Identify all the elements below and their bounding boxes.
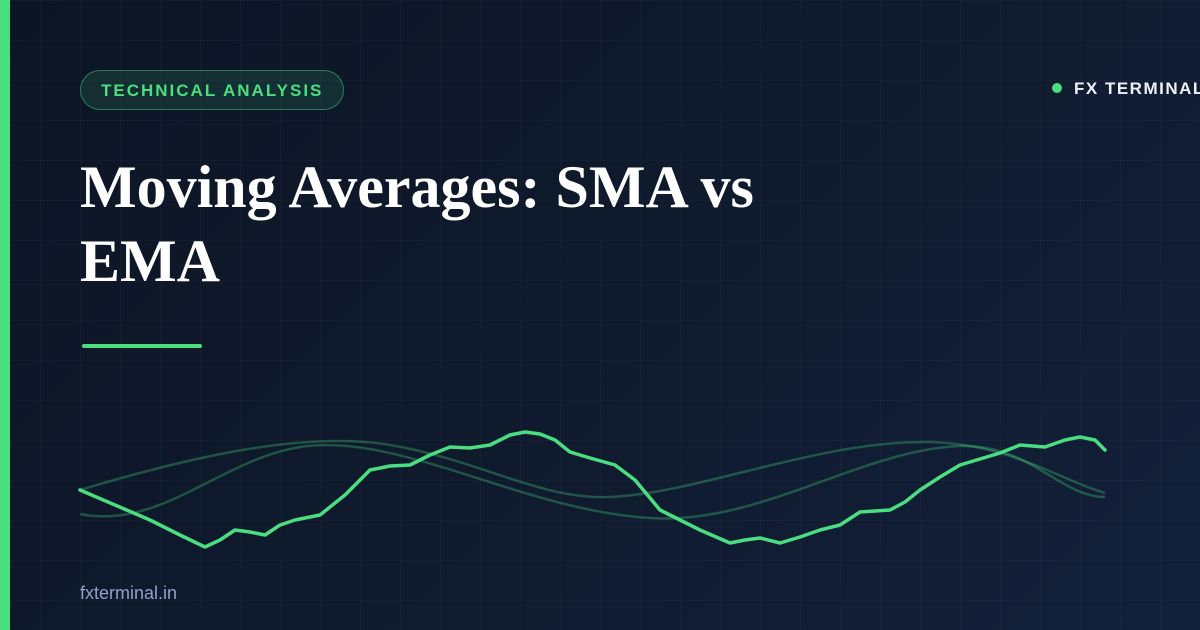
- wave-faint: [79, 443, 1106, 520]
- wave-faint: [79, 439, 1106, 499]
- wave-bright: [78, 430, 1107, 549]
- brand-text: FX TERMINAL: [1074, 79, 1200, 98]
- title: Moving Averages: SMA vs EMA: [80, 154, 754, 294]
- accent-bar: [0, 0, 10, 630]
- brand: FX TERMINAL: [1052, 78, 1200, 100]
- brand-dot: [1052, 83, 1062, 93]
- badge: TECHNICAL ANALYSIS: [80, 70, 345, 110]
- title-rule: [82, 344, 202, 348]
- footer-url: fxterminal.in: [80, 583, 178, 603]
